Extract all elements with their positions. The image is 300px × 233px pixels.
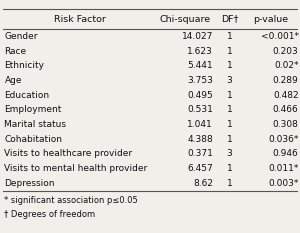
Text: Education: Education: [4, 91, 50, 100]
Text: 1: 1: [226, 32, 232, 41]
Text: Gender: Gender: [4, 32, 38, 41]
Text: 1: 1: [226, 47, 232, 56]
Text: 0.308: 0.308: [273, 120, 298, 129]
Text: <0.001*: <0.001*: [260, 32, 298, 41]
Text: 1: 1: [226, 164, 232, 173]
Text: 0.011*: 0.011*: [268, 164, 298, 173]
Text: Age: Age: [4, 76, 22, 85]
Text: 0.946: 0.946: [273, 149, 298, 158]
Text: 3: 3: [226, 76, 232, 85]
Text: 0.482: 0.482: [273, 91, 298, 100]
Text: Marital status: Marital status: [4, 120, 67, 129]
Text: 5.441: 5.441: [188, 61, 213, 70]
Text: 1: 1: [226, 135, 232, 144]
Text: 6.457: 6.457: [188, 164, 213, 173]
Text: * significant association p≤0.05: * significant association p≤0.05: [4, 196, 138, 206]
Text: Visits to healthcare provider: Visits to healthcare provider: [4, 149, 133, 158]
Text: 14.027: 14.027: [182, 32, 213, 41]
Text: p-value: p-value: [253, 15, 288, 24]
Text: † Degrees of freedom: † Degrees of freedom: [4, 210, 96, 219]
Text: 1: 1: [226, 91, 232, 100]
Text: Race: Race: [4, 47, 27, 56]
Text: 0.036*: 0.036*: [268, 135, 298, 144]
Text: 3.753: 3.753: [187, 76, 213, 85]
Text: 0.466: 0.466: [273, 105, 298, 114]
Text: 0.289: 0.289: [273, 76, 298, 85]
Text: 0.495: 0.495: [188, 91, 213, 100]
Text: 0.203: 0.203: [273, 47, 298, 56]
Text: 0.371: 0.371: [187, 149, 213, 158]
Text: Visits to mental health provider: Visits to mental health provider: [4, 164, 148, 173]
Text: Chi-square: Chi-square: [160, 15, 211, 24]
Text: 1: 1: [226, 61, 232, 70]
Text: 1.041: 1.041: [188, 120, 213, 129]
Text: Depression: Depression: [4, 179, 55, 188]
Text: Risk Factor: Risk Factor: [53, 15, 105, 24]
Text: 3: 3: [226, 149, 232, 158]
Text: 1: 1: [226, 105, 232, 114]
Text: 8.62: 8.62: [193, 179, 213, 188]
Text: 1: 1: [226, 120, 232, 129]
Text: Employment: Employment: [4, 105, 62, 114]
Text: DF†: DF†: [220, 15, 238, 24]
Text: 4.388: 4.388: [188, 135, 213, 144]
Text: Ethnicity: Ethnicity: [4, 61, 44, 70]
Text: 1: 1: [226, 179, 232, 188]
Text: Cohabitation: Cohabitation: [4, 135, 62, 144]
Text: 1.623: 1.623: [188, 47, 213, 56]
Text: 0.531: 0.531: [187, 105, 213, 114]
Text: 0.003*: 0.003*: [268, 179, 298, 188]
Text: 0.02*: 0.02*: [274, 61, 298, 70]
